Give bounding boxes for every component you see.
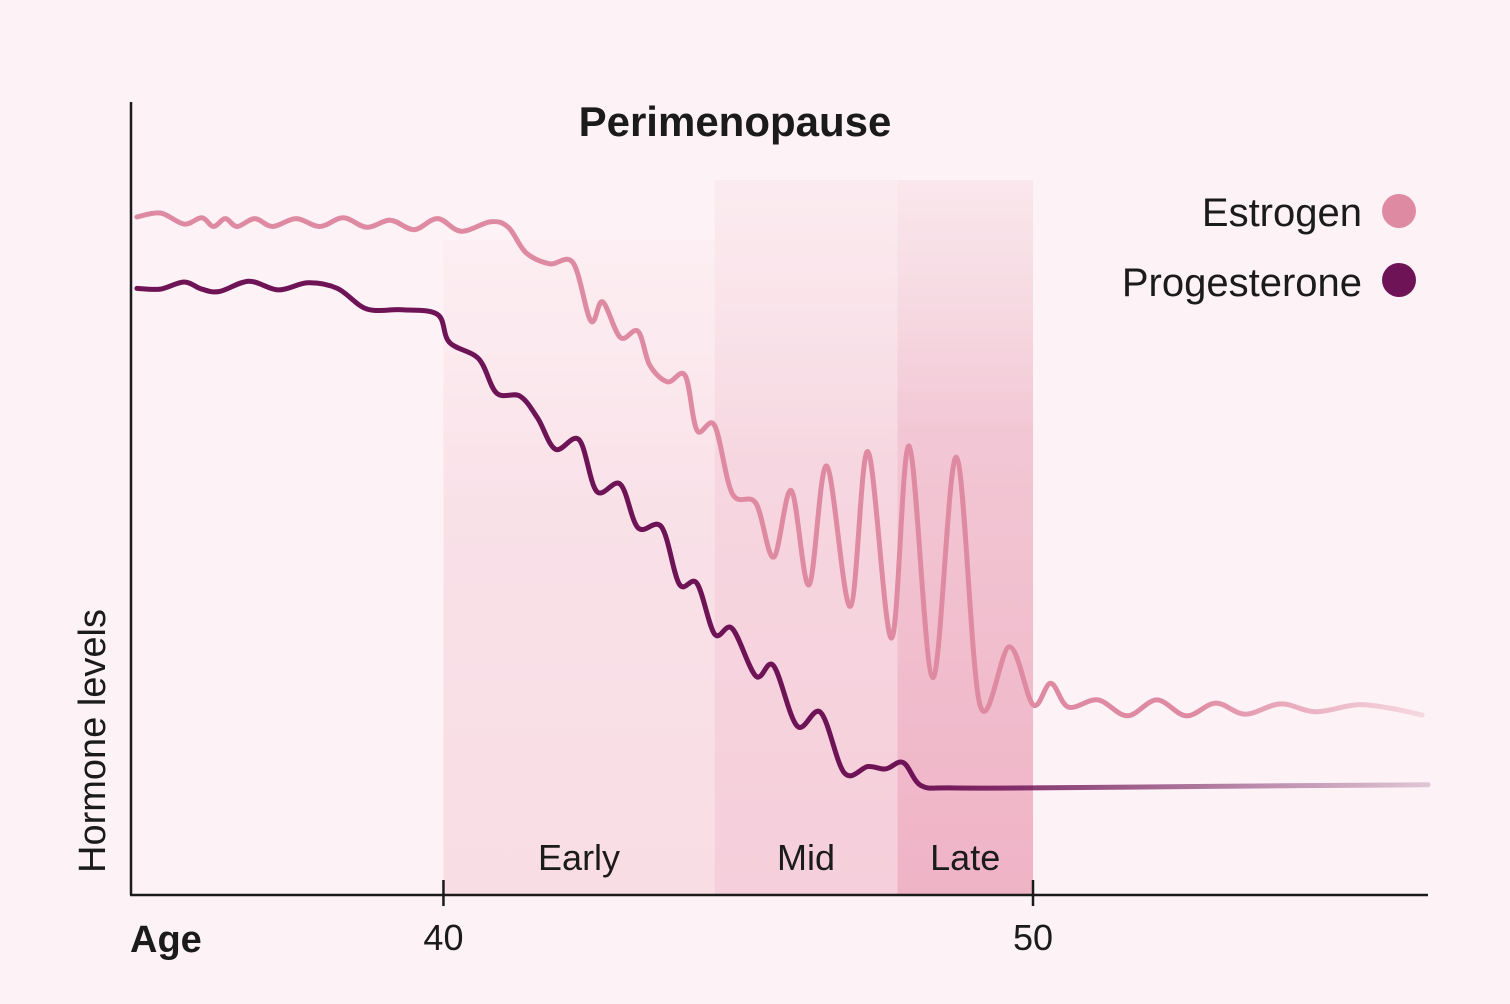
x-tick-label-50: 50 <box>1013 917 1053 958</box>
y-axis-title: Hormone levels <box>72 609 114 873</box>
phase-label-late: Late <box>930 837 1000 878</box>
x-ticks: 40 50 <box>423 880 1053 958</box>
x-tick-label-40: 40 <box>423 917 463 958</box>
legend: Estrogen Progesterone <box>1122 191 1416 305</box>
legend-swatch-progesterone-icon <box>1382 263 1416 297</box>
legend-swatch-estrogen-icon <box>1382 194 1416 228</box>
legend-label-progesterone: Progesterone <box>1122 261 1362 305</box>
series-lines <box>134 210 1431 791</box>
phase-label-early: Early <box>538 837 620 878</box>
series-line-estrogen <box>134 210 1425 719</box>
chart-title: Perimenopause <box>579 98 892 145</box>
series-line-progesterone <box>134 278 1431 791</box>
phase-band-early <box>443 240 715 895</box>
phase-band-mid <box>714 180 898 895</box>
x-axis-title: Age <box>130 919 202 961</box>
phase-label-mid: Mid <box>777 837 835 878</box>
legend-label-estrogen: Estrogen <box>1202 191 1362 235</box>
